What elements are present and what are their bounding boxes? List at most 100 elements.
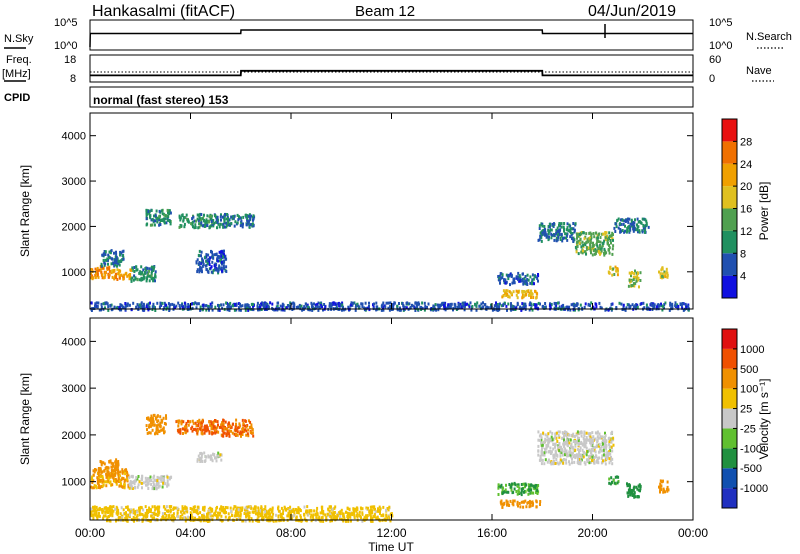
range-gate-cell [238,306,240,310]
range-gate-cell [637,230,639,234]
range-gate-cell [282,303,285,307]
range-gate-cell [212,421,215,425]
range-gate-cell [538,224,541,228]
range-gate-cell [100,470,103,474]
range-gate-cell [262,516,265,519]
range-gate-cell [169,517,172,521]
range-gate-cell [659,486,662,490]
range-gate-cell [584,302,587,306]
range-gate-cell [112,474,115,478]
range-gate-cell [628,217,631,221]
range-gate-cell [228,303,230,307]
range-gate-cell [110,465,113,469]
range-gate-cell [162,416,165,420]
range-gate-cell [221,269,223,273]
range-gate-cell [336,302,339,306]
range-gate-cell [620,218,622,222]
range-gate-cell [125,514,128,518]
range-gate-cell [261,303,264,307]
range-gate-cell [106,479,109,483]
range-gate-cell [140,506,143,510]
range-gate-cell [606,235,609,239]
range-gate-cell [217,453,220,457]
range-gate-cell [272,512,275,516]
range-gate-cell [585,436,588,439]
range-gate-cell [227,431,230,435]
range-gate-cell [251,428,254,432]
range-gate-cell [352,507,355,511]
range-gate-cell [167,302,170,306]
range-gate-cell [608,231,611,235]
range-gate-cell [499,281,501,285]
range-gate-cell [603,253,606,257]
nave-tick-bottom: 0 [709,73,715,85]
range-gate-cell [503,502,506,506]
range-gate-cell [339,512,342,516]
colorbar-swatch [722,186,737,209]
range-gate-cell [181,303,184,307]
range-gate-cell [299,509,302,513]
range-gate-cell [550,236,553,240]
range-gate-cell [239,224,242,228]
range-gate-cell [186,510,189,514]
range-gate-cell [627,488,630,492]
range-gate-cell [148,431,151,435]
range-gate-cell [249,420,252,424]
range-gate-cell [537,484,540,487]
range-gate-cell [537,444,540,448]
range-gate-cell [617,269,619,273]
range-gate-cell [163,221,166,225]
range-gate-cell [630,491,633,495]
range-gate-cell [222,264,225,268]
range-gate-cell [232,507,235,511]
colorbar-swatch [722,208,737,231]
range-gate-cell [168,477,171,481]
range-gate-cell [90,301,93,305]
range-gate-cell [589,441,592,445]
range-gate-cell [114,507,117,511]
range-gate-cell [516,502,519,506]
range-gate-cell [448,305,451,309]
range-gate-cell [244,305,247,309]
range-gate-cell [326,512,329,516]
range-gate-cell [636,487,639,491]
range-gate-cell [542,230,545,234]
range-gate-cell [498,302,501,306]
range-gate-cell [593,235,596,239]
range-gate-cell [243,512,246,515]
range-gate-cell [240,509,243,512]
range-gate-cell [566,222,569,226]
colorbar-swatch [722,230,737,254]
range-gate-cell [354,308,357,312]
range-gate-cell [632,278,635,282]
range-gate-cell [102,516,105,520]
range-gate-cell [165,414,167,418]
range-gate-cell [201,264,204,268]
range-gate-cell [92,513,95,517]
range-gate-cell [183,222,186,226]
range-gate-cell [261,508,264,512]
range-gate-cell [99,486,102,490]
range-gate-cell [204,424,206,428]
range-gate-cell [145,214,148,218]
range-gate-cell [520,500,523,504]
range-gate-cell [179,306,182,310]
range-gate-cell [205,253,208,257]
range-gate-cell [287,512,290,516]
range-gate-cell [239,514,242,518]
range-gate-cell [202,506,205,510]
range-gate-cell [247,505,250,509]
range-gate-cell [452,306,455,310]
range-gate-cell [194,516,196,520]
colorbar-tick-label: -25 [740,423,756,435]
range-gate-cell [523,490,525,494]
range-gate-cell [541,224,544,228]
colorbar-swatch [722,488,737,508]
range-gate-cell [527,290,530,294]
range-gate-cell [146,428,148,432]
range-gate-cell [529,485,532,489]
range-gate-cell [248,306,251,310]
range-gate-cell [205,424,208,428]
range-gate-cell [663,303,666,307]
range-gate-cell [219,222,222,226]
